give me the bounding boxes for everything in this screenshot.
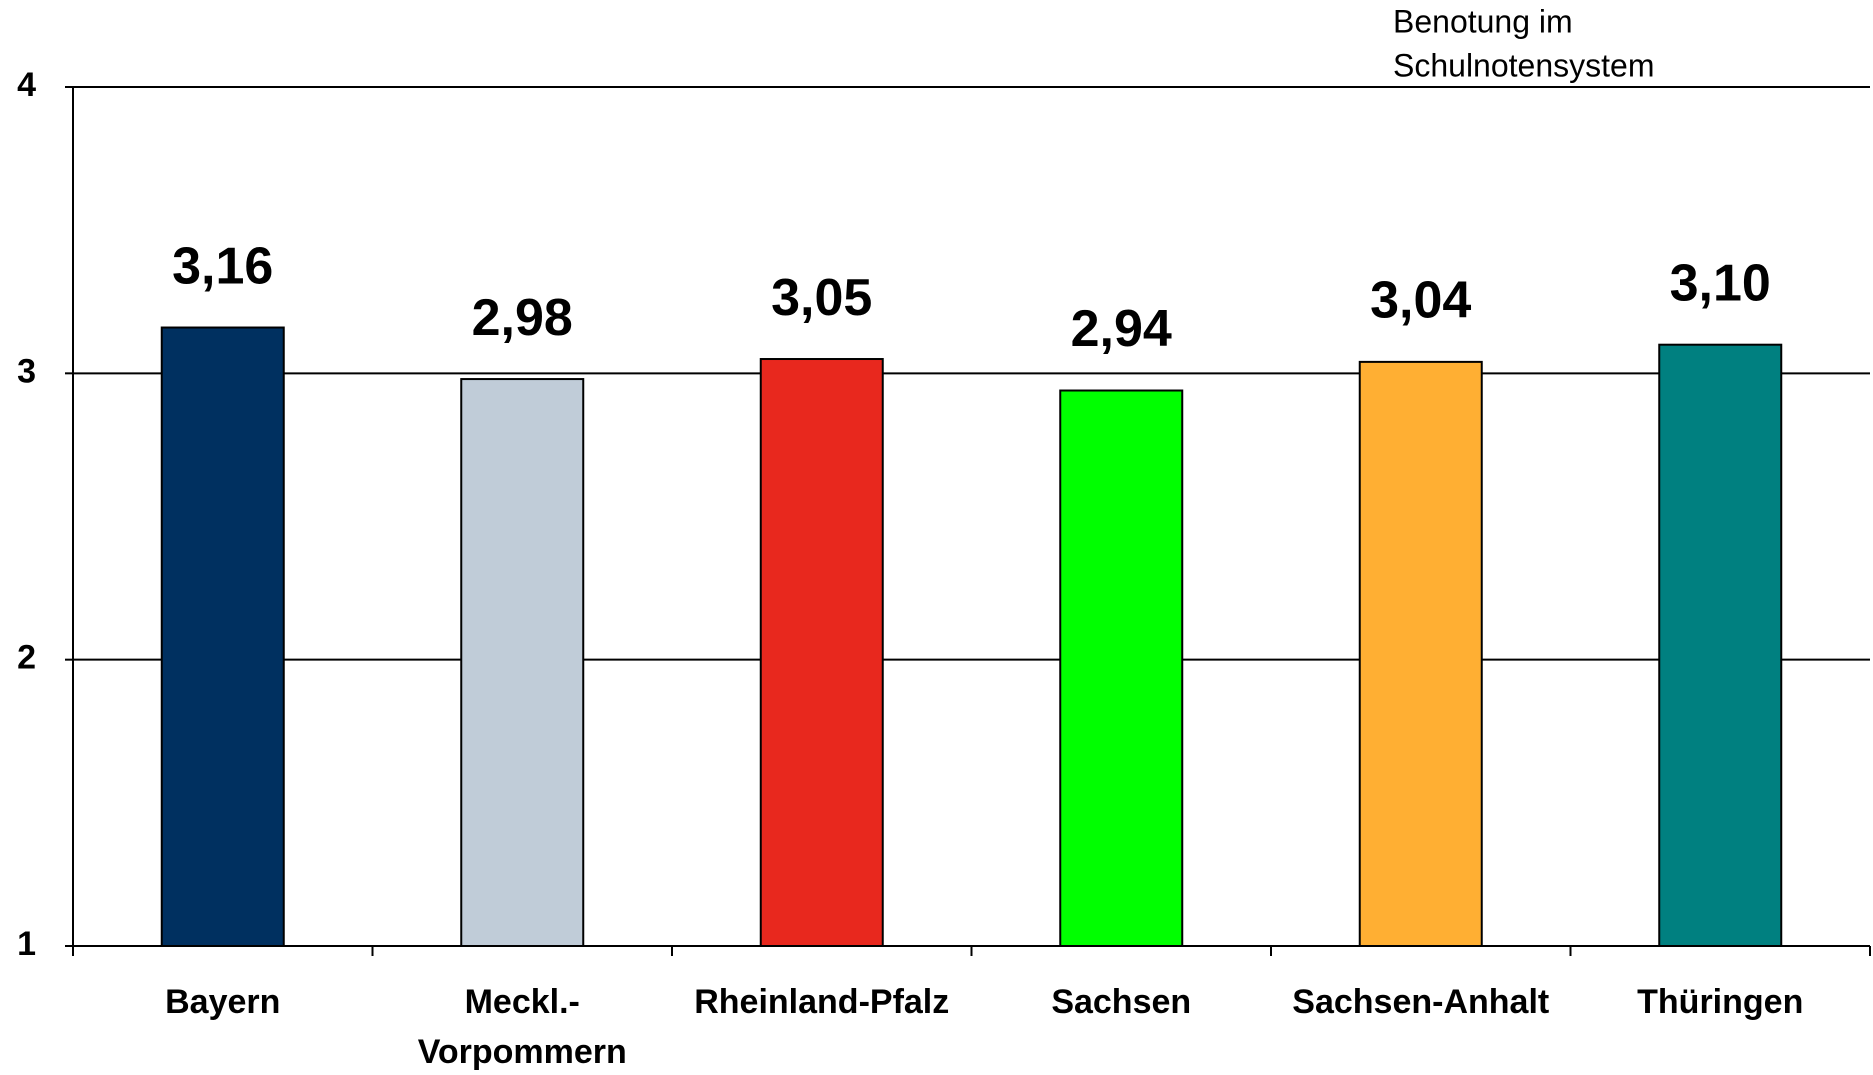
y-tick-label: 1	[17, 925, 36, 963]
x-tick-label: Sachsen	[1051, 983, 1191, 1021]
value-label: 3,10	[1670, 254, 1771, 312]
value-label: 2,94	[1071, 300, 1172, 358]
x-tick-label: Bayern	[165, 983, 280, 1021]
value-label: 3,04	[1370, 272, 1471, 330]
y-tick-label: 4	[17, 66, 36, 104]
bar	[1358, 360, 1483, 947]
bar	[460, 378, 585, 947]
value-label: 3,16	[172, 237, 273, 295]
value-label: 3,05	[771, 269, 872, 327]
bar	[160, 326, 285, 947]
bar	[759, 358, 884, 947]
axis-note: Benotung im	[1393, 3, 1573, 39]
y-tick-label: 3	[17, 352, 36, 390]
x-tick-label: Meckl.-Vorpommern	[418, 983, 627, 1071]
x-tick-label: Thüringen	[1637, 983, 1803, 1021]
x-tick-label: Sachsen-Anhalt	[1292, 983, 1549, 1021]
y-tick-label: 2	[17, 639, 36, 677]
axis-note: Schulnotensystem	[1393, 47, 1654, 83]
x-tick-label: Rheinland-Pfalz	[694, 983, 949, 1021]
value-label: 2,98	[472, 289, 573, 347]
bar	[1059, 389, 1184, 948]
bar	[1658, 343, 1783, 947]
